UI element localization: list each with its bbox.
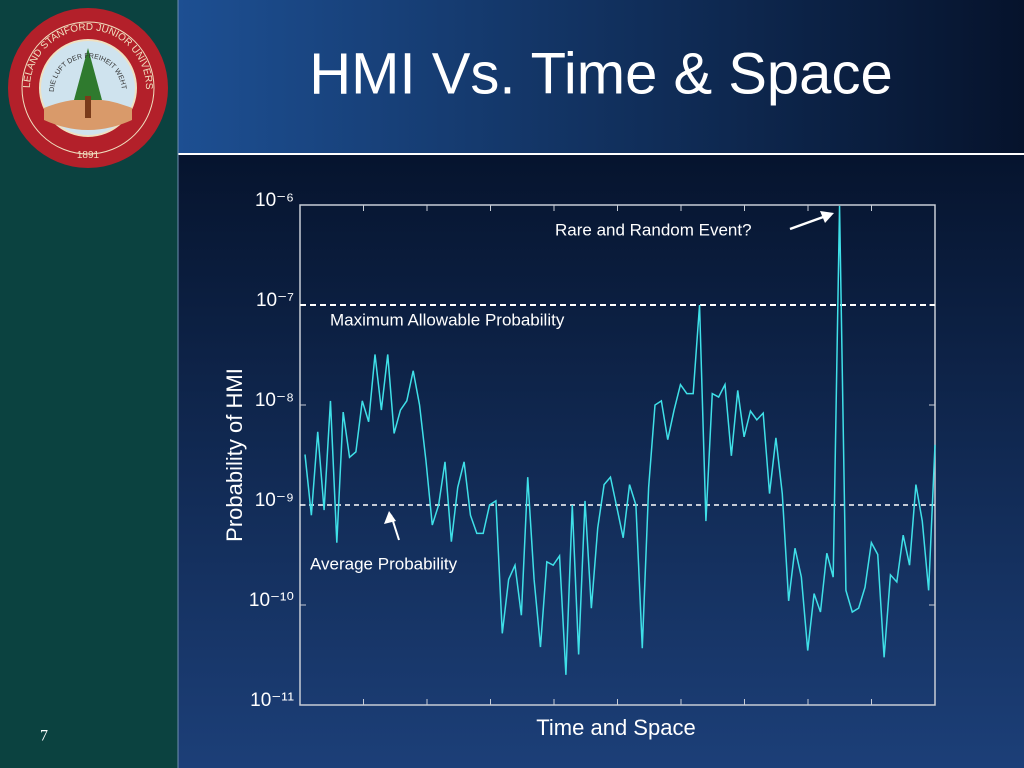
arrow-head: [384, 511, 396, 524]
content-area: [178, 155, 1024, 768]
reference-label: Average Probability: [310, 554, 458, 573]
arrow-head: [820, 211, 834, 223]
chart: 10⁻¹¹ 10⁻¹⁰ 10⁻⁹ 10⁻⁸ 10⁻⁷ 10⁻⁶ Maximum Allowa…: [222, 190, 936, 740]
seal-year: 1891: [77, 150, 100, 161]
x-axis-label: Time and Space: [536, 715, 695, 740]
slide-title: HMI Vs. Time & Space: [309, 41, 892, 106]
y-axis-label: Probability of HMI: [222, 368, 247, 542]
annotation-arrow: [789, 214, 827, 231]
page-number: 7: [40, 728, 48, 745]
y-tick-label: 10⁻⁷: [256, 290, 294, 311]
y-tick-label: 10⁻⁸: [255, 390, 294, 411]
y-tick-label: 10⁻⁶: [255, 190, 294, 211]
y-tick-label: 10⁻¹⁰: [249, 590, 294, 611]
y-tick-label: 10⁻⁹: [255, 490, 294, 511]
seal-trunk: [85, 96, 91, 118]
reference-label: Maximum Allowable Probability: [330, 310, 565, 329]
seal-ring: [21, 21, 155, 155]
seal: LELAND STANFORD JUNIOR UNIVERSITY DIE LU…: [0, 0, 168, 168]
seal-tree: [74, 48, 102, 100]
data-line: [304, 205, 936, 675]
annotation: Rare and Random Event?: [555, 220, 752, 239]
y-tick-label: 10⁻¹¹: [250, 690, 294, 711]
title-band: [178, 0, 1024, 153]
